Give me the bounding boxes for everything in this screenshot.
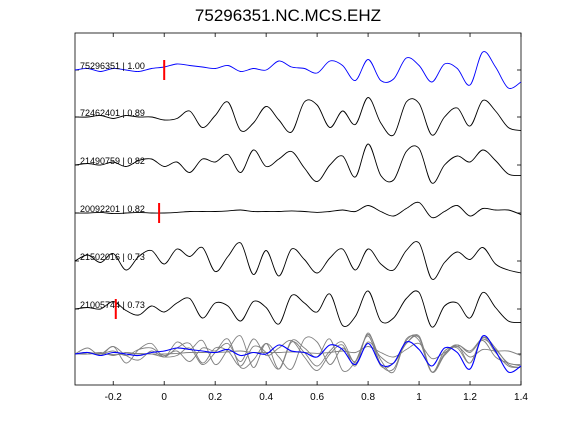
trace-label: 21005744 | 0.73 (80, 300, 145, 310)
trace-label: 20092201 | 0.82 (80, 204, 145, 214)
waveform-trace (74, 51, 522, 89)
waveform-trace (74, 290, 522, 328)
x-tick-label: 0.4 (259, 392, 273, 403)
x-tick-label: 1.2 (463, 392, 477, 403)
x-tick-label: 0 (161, 392, 167, 403)
x-tick-label: 0.2 (208, 392, 222, 403)
x-tick-label: -0.2 (105, 392, 123, 403)
x-tick-label: 0.6 (310, 392, 324, 403)
stack-group (74, 332, 522, 374)
stack-trace (74, 332, 522, 373)
chart-title: 75296351.NC.MCS.EHZ (194, 6, 382, 25)
stack-trace (74, 335, 522, 373)
waveform-trace (74, 143, 522, 184)
waveform-trace (74, 241, 522, 280)
stack-trace (74, 334, 522, 373)
trace-labels: 75296351 | 1.00 72462401 | 0.89 21490759 |… (80, 61, 145, 310)
x-tick-label: 1.4 (514, 392, 528, 403)
trace-group (74, 51, 522, 328)
x-tick-label: 0.8 (361, 392, 375, 403)
waveform-trace (74, 201, 522, 219)
trace-label: 72462401 | 0.89 (80, 108, 145, 118)
x-axis: -0.2 0 0.2 0.4 0.6 0.8 1 1.2 1.4 (75, 33, 528, 403)
trace-label: 21502016 | 0.73 (80, 252, 145, 262)
trace-label: 21490759 | 0.82 (80, 156, 145, 166)
waveform-trace (74, 97, 522, 137)
stack-reference-trace (74, 334, 522, 374)
x-tick-label: 1 (416, 392, 422, 403)
trace-label: 75296351 | 1.00 (80, 61, 145, 71)
plot-frame (74, 32, 522, 386)
pick-markers (114, 60, 166, 319)
